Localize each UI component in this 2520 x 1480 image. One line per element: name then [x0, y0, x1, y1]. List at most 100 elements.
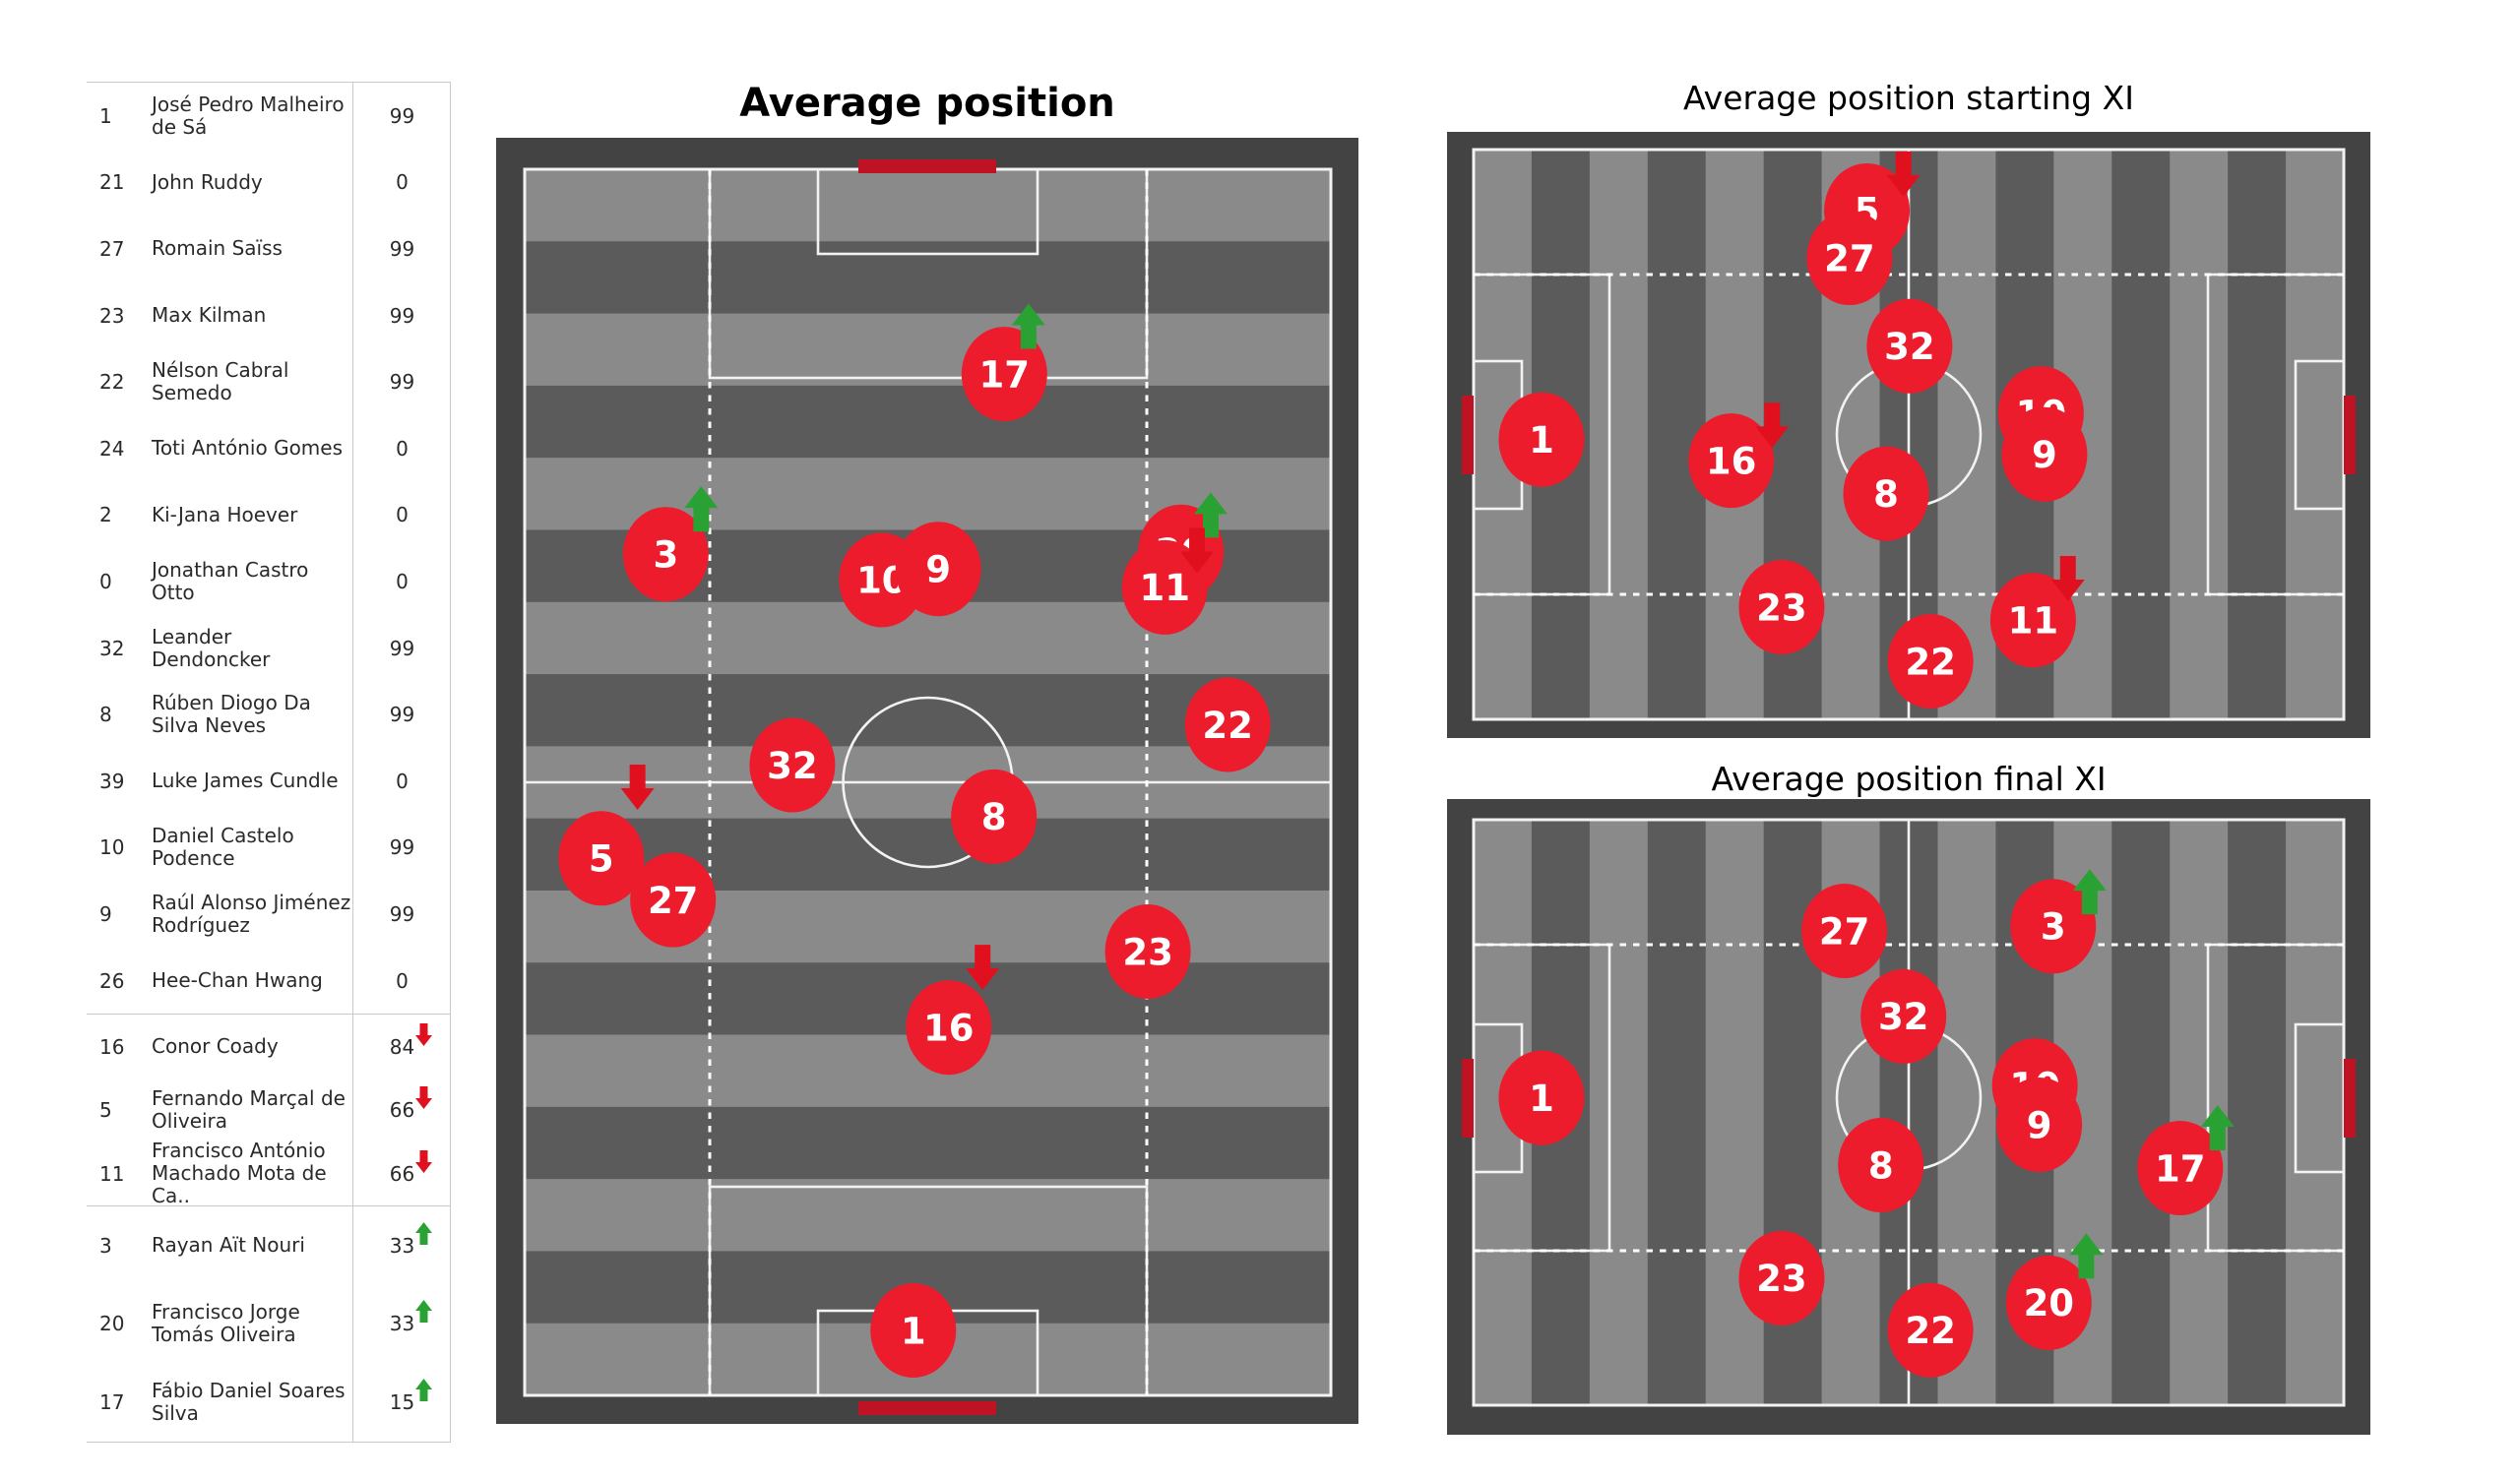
table-row: 20 Francisco Jorge Tomás Oliveira 33	[87, 1284, 450, 1364]
sub-off-arrow-icon	[1755, 402, 1790, 449]
minutes-value: 33	[390, 1221, 433, 1258]
player-marker: 3	[622, 507, 709, 602]
marker-label: 8	[981, 796, 1007, 838]
minutes-cell: 99	[352, 614, 451, 682]
player-number: 2	[99, 503, 112, 527]
pitch-stripe	[525, 241, 1331, 315]
minutes-value: 66	[390, 1149, 433, 1186]
table-row: 23 Max Kilman 99	[87, 281, 451, 349]
minutes-value: 99	[389, 236, 415, 261]
player-name: Rayan Aït Nouri	[152, 1233, 305, 1258]
minutes-cell: 99	[352, 348, 451, 415]
minutes-cell: 66	[352, 1078, 451, 1142]
marker-label: 23	[1122, 931, 1173, 973]
marker-label: 9	[2027, 1104, 2052, 1146]
table-row: 24 Toti António Gomes 0	[87, 414, 450, 482]
player-number: 3	[99, 1233, 112, 1258]
player-marker: 3	[2010, 879, 2097, 974]
sub-on-arrow-icon	[1193, 492, 1228, 538]
minutes-value: 0	[396, 968, 409, 993]
table-group: 16 Conor Coady 84 5 Fernando Marçal de Olive…	[87, 1014, 451, 1207]
marker-label: 8	[1873, 473, 1899, 516]
player-name: Romain Saïss	[152, 236, 283, 261]
player-marker: 16	[1688, 413, 1775, 509]
player-name: Conor Coady	[152, 1034, 279, 1059]
marker-label: 32	[767, 745, 818, 787]
player-name: Raúl Alonso Jiménez Rodríguez	[152, 890, 351, 937]
trend-down-icon	[415, 1022, 433, 1046]
pitch-stripe	[525, 1106, 1331, 1180]
table-row: 16 Conor Coady 84	[87, 1015, 450, 1079]
player-name: Max Kilman	[152, 303, 267, 328]
marker-label: 16	[923, 1008, 975, 1050]
pitch-average-position: 17310920112232852723161	[496, 138, 1358, 1424]
marker-label: 1	[1529, 1078, 1554, 1120]
pitch-stripe	[1705, 820, 1765, 1405]
player-marker: 17	[2137, 1121, 2224, 1216]
player-marker: 9	[2001, 406, 2088, 502]
trend-down-icon	[415, 1086, 433, 1110]
player-name: Leander Dendoncker	[152, 624, 271, 671]
player-number: 5	[99, 1098, 112, 1123]
marker-label: 1	[901, 1310, 926, 1352]
marker-label: 20	[2024, 1282, 2075, 1325]
marker-label: 3	[2041, 906, 2066, 949]
player-marker: 1	[870, 1282, 957, 1378]
minutes-cell: 99	[352, 281, 451, 349]
minutes-cell: 99	[352, 681, 451, 748]
minutes-value: 0	[396, 170, 409, 195]
minutes-cell: 0	[352, 481, 451, 549]
title-final-xi: Average position final XI	[1711, 760, 2107, 798]
pitch-stripe	[2228, 820, 2287, 1405]
minutes-value: 0	[396, 436, 409, 461]
minutes-cell: 15	[352, 1363, 451, 1442]
marker-label: 5	[589, 838, 614, 881]
player-marker: 17	[961, 327, 1047, 422]
player-marker: 20	[2005, 1255, 2092, 1350]
player-name: Francisco Jorge Tomás Oliveira	[152, 1300, 300, 1347]
player-marker: 22	[1184, 677, 1271, 772]
player-marker: 8	[1838, 1118, 1924, 1213]
player-number: 32	[99, 636, 125, 660]
minutes-cell: 99	[352, 814, 451, 882]
marker-label: 1	[1529, 419, 1554, 462]
table-row: 8 Rúben Diogo Da Silva Neves 99	[87, 681, 450, 748]
player-marker: 22	[1887, 1282, 1974, 1378]
table-row: 26 Hee-Chan Hwang 0	[87, 947, 450, 1015]
player-name: Jonathan Castro Otto	[152, 557, 309, 604]
player-marker: 9	[1996, 1077, 2083, 1172]
table-row: 1 José Pedro Malheiro de Sá 99	[87, 83, 450, 150]
player-number: 20	[99, 1312, 125, 1336]
pitch-stripe	[2111, 150, 2171, 719]
player-name: John Ruddy	[152, 169, 263, 194]
sub-on-arrow-icon	[2072, 869, 2107, 915]
minutes-value: 15	[390, 1379, 433, 1414]
trend-up-icon	[415, 1300, 433, 1324]
player-name: Ki-Jana Hoever	[152, 502, 298, 526]
marker-label: 27	[648, 880, 699, 922]
player-number: 16	[99, 1034, 125, 1059]
minutes-value: 99	[389, 636, 415, 660]
player-marker: 1	[1498, 1050, 1585, 1145]
player-marker: 8	[951, 769, 1038, 864]
table-row: 22 Nélson Cabral Semedo 99	[87, 348, 450, 415]
sub-on-arrow-icon	[1011, 303, 1045, 349]
table-row: 9 Raúl Alonso Jiménez Rodríguez 99	[87, 881, 450, 948]
minutes-cell: 99	[352, 216, 451, 282]
player-number: 8	[99, 703, 112, 727]
table-row: 32 Leander Dendoncker 99	[87, 614, 451, 682]
player-marker: 16	[906, 980, 992, 1076]
minutes-cell: 0	[352, 548, 451, 615]
player-number: 27	[99, 236, 125, 261]
sub-off-arrow-icon	[1886, 151, 1921, 197]
player-name: Hee-Chan Hwang	[152, 968, 323, 993]
marker-label: 11	[1140, 567, 1191, 609]
minutes-value: 0	[396, 569, 409, 593]
marker-label: 17	[2155, 1147, 2206, 1190]
marker-label: 32	[1878, 996, 1929, 1038]
sub-off-arrow-icon	[620, 764, 655, 810]
player-name: Rúben Diogo Da Silva Neves	[152, 691, 311, 738]
minutes-value: 99	[389, 303, 415, 328]
minutes-value: 0	[396, 503, 409, 527]
player-number: 24	[99, 436, 125, 461]
